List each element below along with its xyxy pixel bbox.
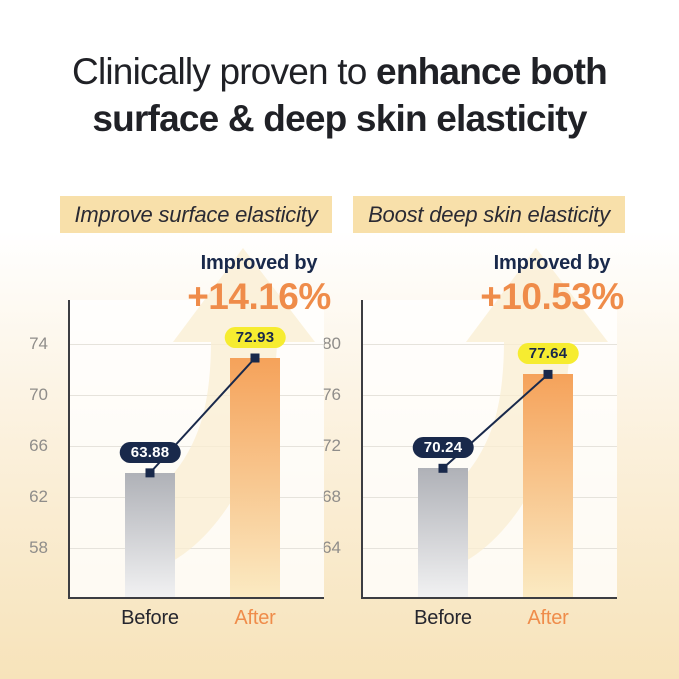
gridline bbox=[363, 344, 617, 346]
gridline bbox=[363, 395, 617, 397]
plot-area: 63.88 72.93 Before After bbox=[68, 248, 324, 629]
marker-before bbox=[145, 468, 155, 478]
value-pill-after: 72.93 bbox=[224, 327, 286, 349]
bar-before bbox=[125, 472, 175, 597]
page-title: Clinically proven to enhance both surfac… bbox=[0, 48, 679, 142]
value-pill-before: 70.24 bbox=[412, 437, 474, 459]
trend-line bbox=[145, 353, 260, 478]
improved-by-label: Improved by bbox=[493, 252, 611, 274]
gridline bbox=[70, 395, 324, 397]
value-pill-before: 63.88 bbox=[119, 441, 181, 463]
bar-after bbox=[523, 374, 573, 597]
gridline bbox=[363, 547, 617, 549]
improvement-percent: +10.53% bbox=[480, 276, 624, 317]
ytick-label: 80 bbox=[322, 334, 341, 354]
chart-surface-elasticity: 63.88 72.93 Before After 58 62 66 70 74 bbox=[29, 248, 332, 640]
x-label-after: After bbox=[527, 607, 569, 629]
ytick-label: 58 bbox=[29, 537, 48, 557]
title-line1-bold: enhance both bbox=[376, 51, 608, 92]
x-label-before: Before bbox=[121, 607, 179, 629]
title-line-1: Clinically proven to enhance both bbox=[0, 48, 679, 95]
plot-area: 70.24 77.64 Before After bbox=[361, 248, 617, 629]
panel-surface-elasticity: Improve surface elasticity Improved by +… bbox=[29, 196, 332, 629]
ytick-label: 74 bbox=[29, 334, 48, 354]
chart-title-badge: Improve surface elasticity bbox=[60, 196, 332, 233]
chart-title-badge: Boost deep skin elasticity bbox=[353, 196, 625, 233]
improvement-percent: +14.16% bbox=[187, 276, 331, 317]
ytick-label: 64 bbox=[322, 537, 341, 557]
chart-deep-elasticity: 70.24 77.64 Before After 64 68 72 76 80 bbox=[322, 248, 625, 640]
bar-after bbox=[230, 358, 280, 597]
gridline bbox=[70, 344, 324, 346]
bar-before bbox=[418, 468, 468, 597]
trend-line bbox=[438, 369, 553, 473]
y-axis-ticks: 64 68 72 76 80 bbox=[297, 300, 341, 597]
title-line-2: surface & deep skin elasticity bbox=[92, 98, 587, 139]
marker-after bbox=[543, 369, 553, 379]
marker-before bbox=[438, 463, 448, 473]
improved-by-label: Improved by bbox=[200, 252, 318, 274]
gridline bbox=[70, 547, 324, 549]
improvement-callout: Improved by +14.16% bbox=[143, 252, 375, 318]
ytick-label: 62 bbox=[29, 486, 48, 506]
x-label-after: After bbox=[234, 607, 276, 629]
ytick-label: 66 bbox=[29, 435, 48, 455]
ytick-label: 76 bbox=[322, 385, 341, 405]
ytick-label: 70 bbox=[29, 385, 48, 405]
y-axis-ticks: 58 62 66 70 74 bbox=[4, 300, 48, 597]
value-pill-after: 77.64 bbox=[517, 343, 579, 365]
improvement-callout: Improved by +10.53% bbox=[436, 252, 668, 318]
title-line1-regular: Clinically proven to bbox=[72, 51, 377, 92]
ytick-label: 68 bbox=[322, 486, 341, 506]
x-label-before: Before bbox=[414, 607, 472, 629]
panel-deep-elasticity: Boost deep skin elasticity Improved by +… bbox=[322, 196, 625, 629]
ytick-label: 72 bbox=[322, 435, 341, 455]
marker-after bbox=[250, 353, 260, 363]
